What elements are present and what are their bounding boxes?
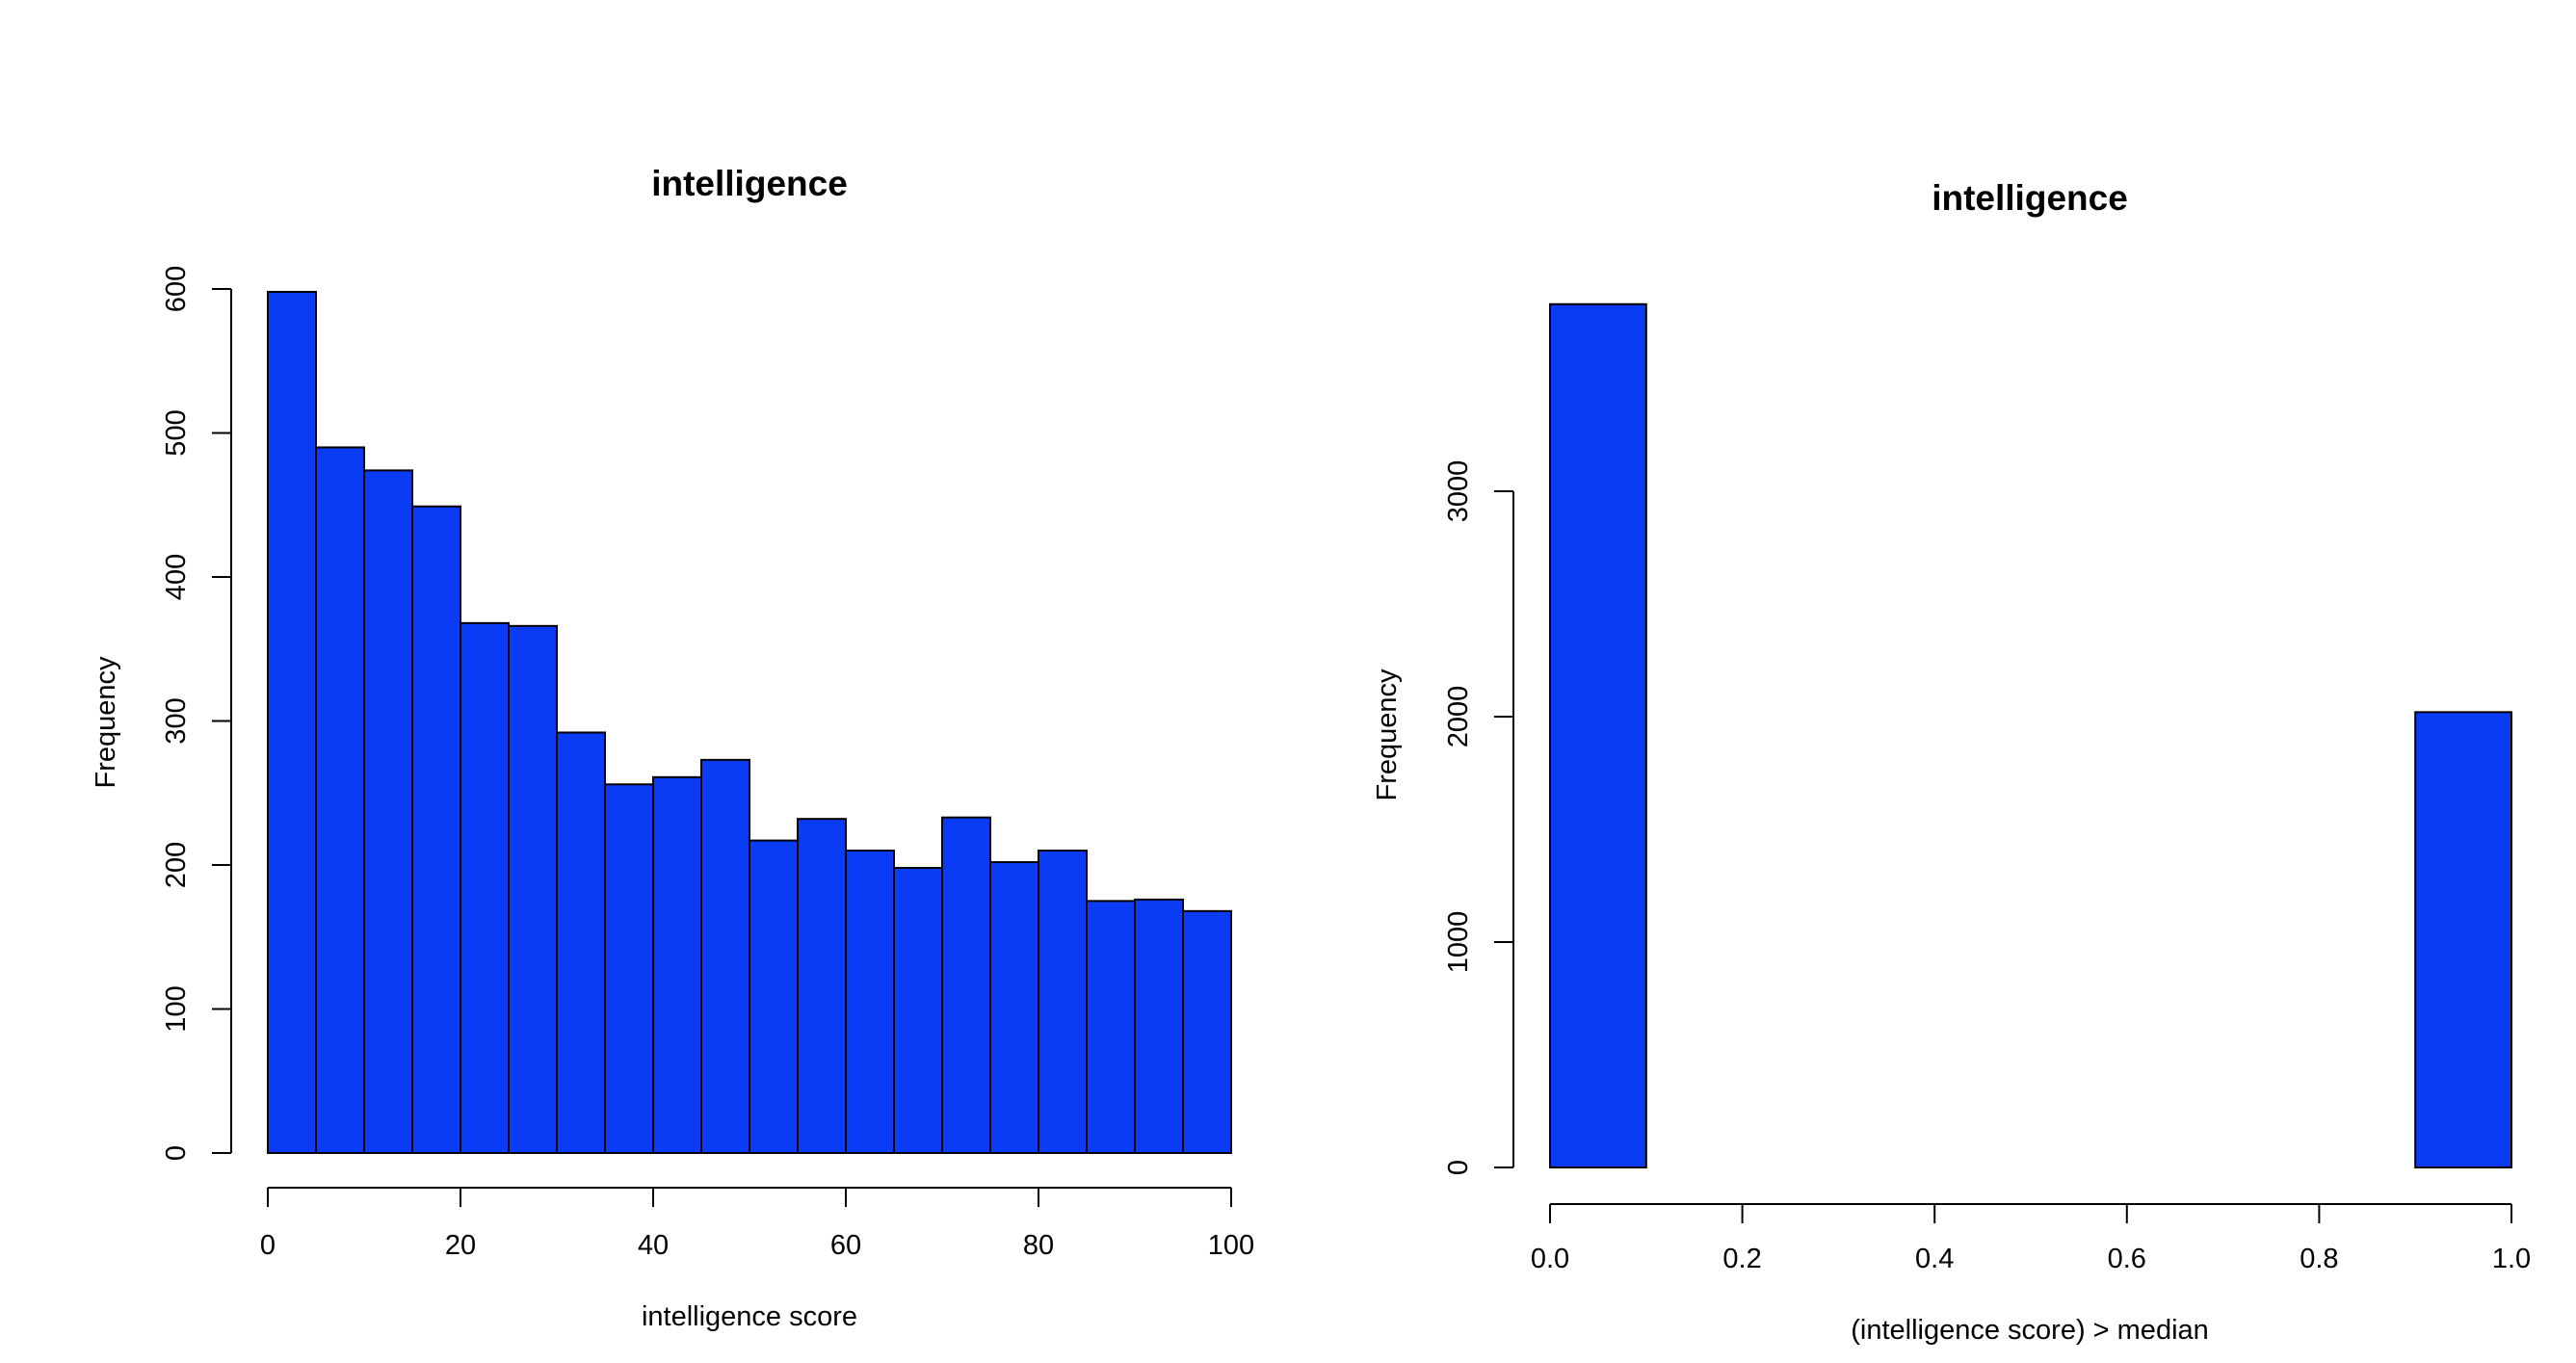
histogram-panel-left: intelligence intelligence score Frequenc…: [91, 164, 1254, 1332]
histogram-bar: [411, 505, 461, 1154]
y-tick-label: 500: [161, 409, 192, 456]
x-axis-label: intelligence score: [642, 1301, 857, 1332]
y-tick-label: 100: [161, 985, 192, 1032]
y-tick-label: 400: [161, 554, 192, 600]
histogram-bar: [652, 775, 702, 1154]
x-tick-label: 0: [260, 1230, 276, 1261]
y-tick-label: 1000: [1443, 911, 1474, 974]
y-tick-label: 0: [1443, 1160, 1474, 1175]
histogram-bar: [749, 839, 799, 1155]
x-tick-label: 0.6: [2108, 1244, 2146, 1274]
histogram-bar: [989, 861, 1039, 1154]
histogram-bar: [2414, 711, 2512, 1168]
x-axis: 0.0 0.2 0.4 0.6 0.8 1.0: [1531, 1203, 2531, 1274]
x-tick-label: 0.4: [1915, 1244, 1954, 1274]
bars: [1549, 302, 2512, 1168]
histogram-bar: [893, 866, 943, 1154]
y-tick-label: 600: [161, 266, 192, 312]
x-tick-label: 40: [638, 1230, 669, 1261]
histogram-bar: [941, 816, 991, 1154]
x-tick-label: 80: [1023, 1230, 1054, 1261]
chart-title: intelligence: [651, 164, 848, 203]
histogram-bar: [460, 621, 510, 1154]
y-tick-label: 0: [161, 1145, 192, 1161]
x-tick-label: 0.0: [1531, 1244, 1569, 1274]
histogram-bar: [700, 758, 750, 1154]
y-axis: 0 100 200 300 400 500 600: [161, 266, 232, 1161]
histogram-bar: [604, 783, 654, 1155]
histogram-bar: [363, 469, 413, 1154]
x-tick-label: 60: [830, 1230, 861, 1261]
y-tick-label: 2000: [1443, 686, 1474, 748]
x-tick-label: 1.0: [2492, 1244, 2531, 1274]
y-tick-label: 300: [161, 697, 192, 744]
y-axis-label: Frequency: [1372, 668, 1403, 801]
x-tick-label: 100: [1208, 1230, 1254, 1261]
y-tick-label: 3000: [1443, 460, 1474, 523]
bars: [267, 290, 1232, 1155]
histogram-bar: [556, 731, 606, 1155]
histogram-bar: [797, 818, 847, 1154]
histogram-bar: [315, 446, 365, 1154]
x-tick-label: 20: [445, 1230, 476, 1261]
y-tick-label: 200: [161, 842, 192, 888]
x-axis: 0 20 40 60 80 100: [260, 1187, 1254, 1261]
histogram-bar: [1182, 909, 1232, 1155]
x-tick-label: 0.2: [1722, 1244, 1761, 1274]
y-axis: 0 1000 2000 3000: [1443, 460, 1514, 1175]
histogram-bar: [1549, 302, 1647, 1168]
chart-title: intelligence: [1932, 178, 2128, 218]
x-axis-label: (intelligence score) > median: [1851, 1315, 2209, 1346]
histogram-bar: [1038, 850, 1088, 1154]
histogram-bar: [508, 624, 558, 1154]
x-tick-label: 0.8: [2300, 1244, 2338, 1274]
histogram-bar: [1086, 900, 1136, 1154]
histogram-bar: [845, 850, 895, 1154]
y-axis-label: Frequency: [91, 656, 121, 789]
histogram-bar: [1134, 898, 1184, 1154]
histogram-panel-right: intelligence (intelligence score) > medi…: [1372, 178, 2531, 1346]
histogram-bar: [267, 290, 317, 1154]
